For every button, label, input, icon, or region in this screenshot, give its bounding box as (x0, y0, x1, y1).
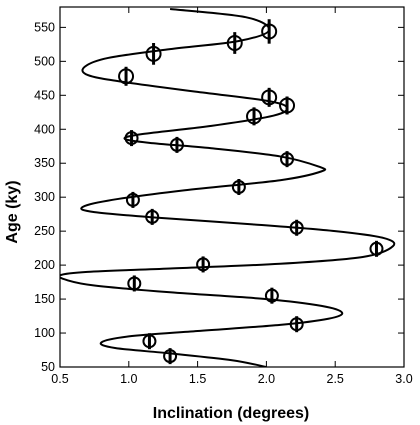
data-point (264, 288, 279, 303)
data-point (261, 89, 278, 106)
y-tick-label: 300 (34, 190, 55, 204)
data-point (124, 131, 139, 146)
x-tick-label: 1.5 (189, 372, 206, 386)
plot-area (60, 8, 396, 367)
data-point (280, 152, 295, 167)
x-tick-label: 0.5 (51, 372, 68, 386)
fit-curve (60, 8, 396, 367)
x-tick-label: 1.0 (120, 372, 137, 386)
data-point (145, 45, 162, 62)
data-point (279, 97, 296, 114)
y-tick-label: 250 (34, 224, 55, 238)
y-axis-label: Age (ky) (4, 180, 21, 243)
y-tick-label: 100 (34, 326, 55, 340)
y-tick-label: 450 (34, 88, 55, 102)
x-tick-label: 2.0 (258, 372, 275, 386)
y-tick-label: 200 (34, 258, 55, 272)
data-point (289, 220, 304, 235)
y-tick-label: 50 (41, 360, 55, 374)
data-point (125, 192, 140, 207)
y-tick-label: 550 (34, 20, 55, 34)
plot-frame (59, 6, 405, 368)
data-point (226, 35, 243, 51)
axes: 0.5 1.0 1.5 2.0 2.5 3.0 50 100 150 200 250 300 350 40… (34, 6, 413, 386)
data-point (169, 137, 184, 152)
y-tick-label: 350 (34, 156, 55, 170)
y-tick-label: 150 (34, 292, 55, 306)
data-point (231, 180, 246, 194)
data-point (196, 257, 211, 272)
data-point (145, 209, 160, 224)
data-point (163, 349, 178, 364)
data-point (289, 317, 304, 332)
data-point (246, 108, 263, 125)
y-tick-label: 400 (34, 122, 55, 136)
data-point (118, 68, 135, 85)
x-axis-label: Inclination (degrees) (153, 405, 309, 422)
data-point (261, 23, 278, 40)
x-tick-label: 3.0 (395, 372, 412, 386)
x-tick-label: 2.5 (327, 372, 344, 386)
data-point (369, 241, 384, 256)
data-point (142, 334, 157, 349)
data-point (127, 276, 142, 291)
y-tick-label: 500 (34, 54, 55, 68)
